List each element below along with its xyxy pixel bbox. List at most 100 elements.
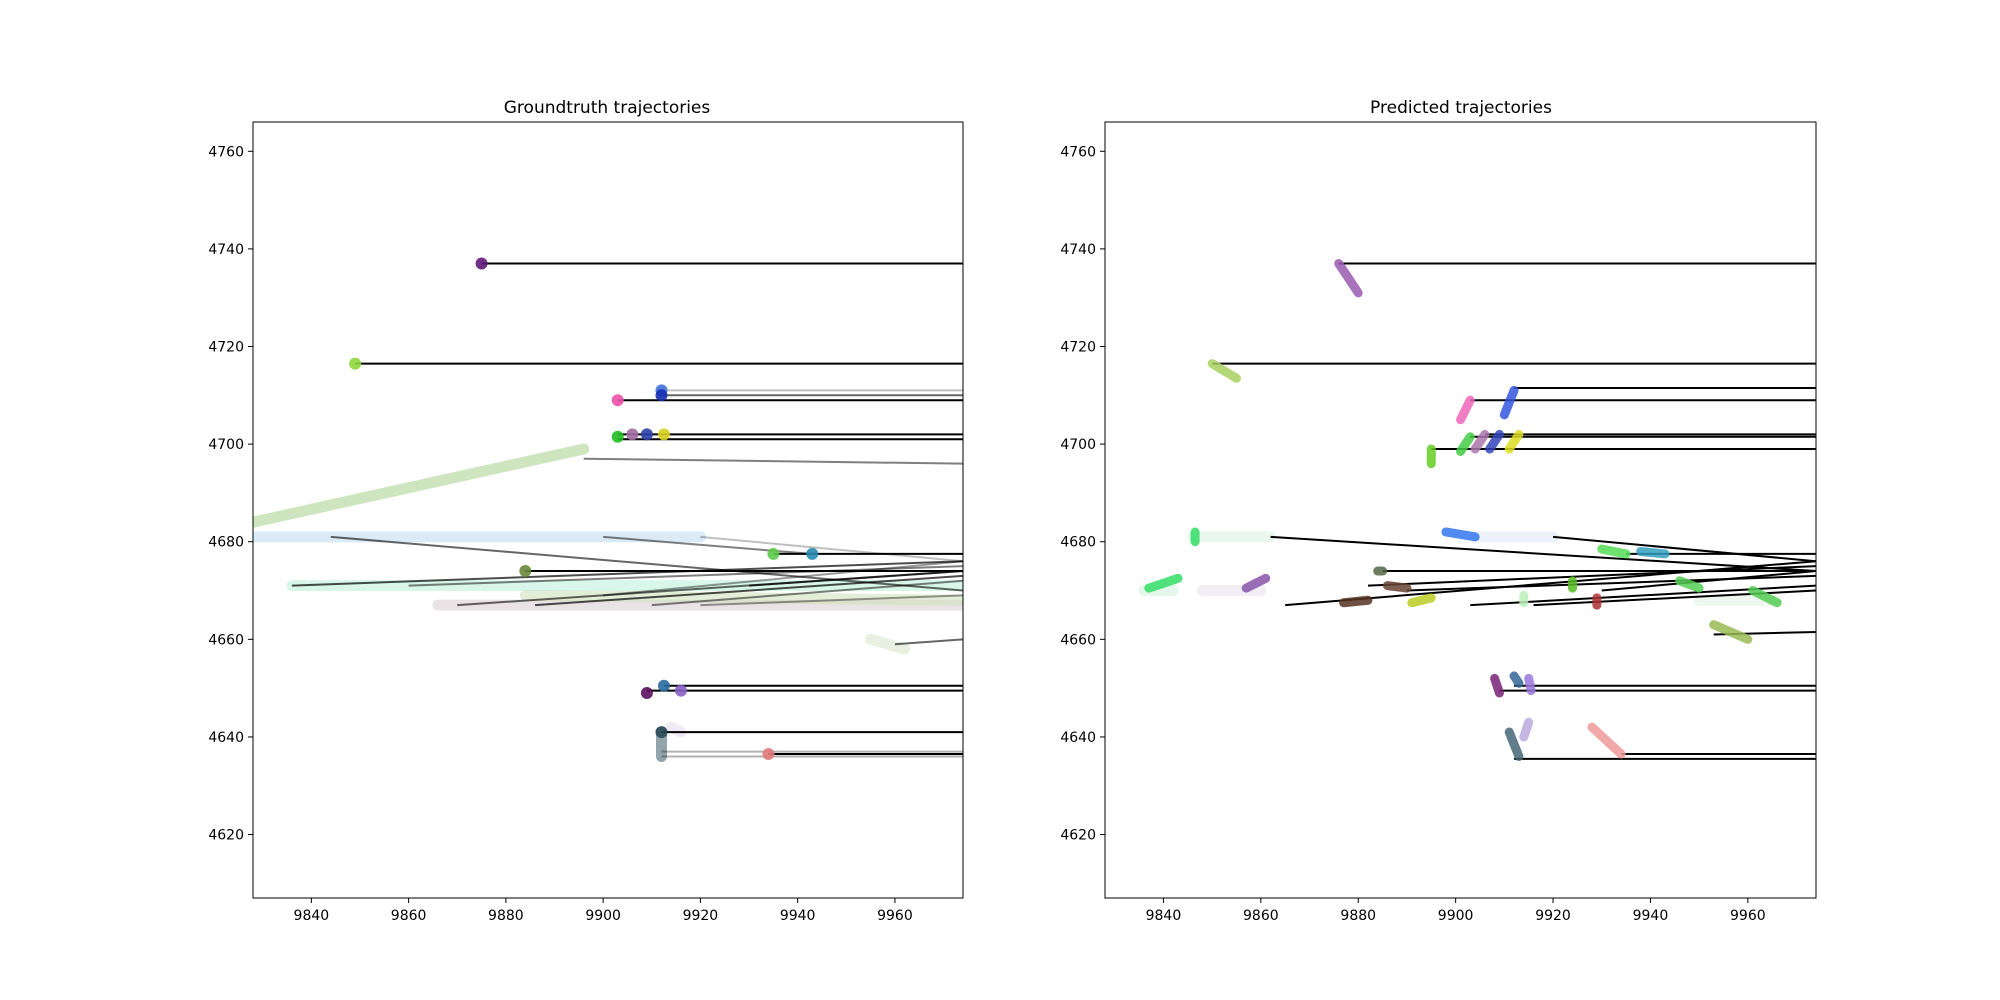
- pred-track-3: [1499, 385, 1519, 420]
- pred-segment-13: [1406, 574, 1816, 592]
- groundtruth-y-axis: 4620 4640 4660 4680 4700 4720 4740 4760: [208, 144, 253, 844]
- pred-segment-16: [1601, 570, 1816, 592]
- pred-xtick-label-2: 9880: [1340, 908, 1376, 924]
- gt-segment-10: [700, 535, 963, 563]
- predicted-plot-area: [1138, 259, 1816, 761]
- gt-ytick-label-0: 4620: [208, 828, 244, 844]
- gt-point-0: [475, 257, 488, 270]
- pred-ytick-label-1: 4640: [1060, 730, 1096, 746]
- pred-track-23: [1709, 620, 1753, 644]
- gt-point-7: [640, 428, 653, 441]
- pred-xtick-label-0: 9840: [1146, 908, 1182, 924]
- gt-point-8: [657, 428, 670, 441]
- predicted-title: Predicted trajectories: [1370, 98, 1552, 118]
- predicted-x-axis: 9840 9860 9880 9900 9920 9940 9960: [1146, 898, 1766, 924]
- gt-ytick-label-3: 4680: [208, 535, 244, 551]
- gt-xtick-label-5: 9940: [780, 908, 816, 924]
- pred-segment-7: [1270, 535, 1816, 573]
- predicted-y-axis: 4620 4640 4660 4680 4700 4720 4740 4760: [1060, 144, 1105, 844]
- gt-marks: [253, 257, 963, 762]
- predicted-axes-frame: [1104, 121, 1817, 899]
- pred-track-11: [1597, 544, 1631, 559]
- gt-segment-21: [894, 638, 963, 646]
- pred-track-6: [1470, 429, 1490, 454]
- pred-segment-15: [1533, 589, 1816, 607]
- pred-xtick-label-1: 9860: [1243, 908, 1279, 924]
- gt-trail-0: [253, 443, 590, 528]
- pred-ytick-label-5: 4720: [1060, 340, 1096, 356]
- pred-segment-8: [1552, 535, 1816, 563]
- groundtruth-title: Groundtruth trajectories: [504, 98, 711, 118]
- groundtruth-plot-area: [253, 257, 963, 762]
- gt-point-4: [655, 389, 668, 402]
- pred-track-14: [1241, 573, 1271, 593]
- pred-ytick-label-6: 4740: [1060, 242, 1096, 258]
- gt-segment-18: [651, 579, 963, 607]
- gt-xtick-label-6: 9960: [877, 908, 913, 924]
- pred-track-0: [1334, 259, 1363, 298]
- gt-point-15: [762, 748, 775, 761]
- pred-track-26: [1509, 671, 1524, 688]
- gt-xtick-label-2: 9880: [488, 908, 524, 924]
- pred-track-8: [1504, 429, 1524, 454]
- gt-trail-5: [865, 633, 911, 655]
- gt-point-14: [674, 684, 687, 697]
- gt-segment-11: [330, 535, 963, 592]
- pred-ytick-label-3: 4680: [1060, 535, 1096, 551]
- gt-point-5: [611, 430, 624, 443]
- pred-track-16: [1339, 595, 1373, 608]
- pred-track-21: [1675, 576, 1704, 593]
- gt-ytick-label-7: 4760: [208, 144, 244, 160]
- gt-point-2: [611, 394, 624, 407]
- pred-track-22: [1748, 586, 1782, 608]
- pred-ytick-label-4: 4700: [1060, 437, 1096, 453]
- pred-xtick-label-3: 9900: [1438, 908, 1474, 924]
- groundtruth-x-axis: 9840 9860 9880 9900 9920 9940 9960: [294, 898, 913, 924]
- gt-segment-17: [603, 560, 963, 597]
- gt-point-1: [349, 357, 362, 370]
- pred-track-7: [1485, 429, 1504, 454]
- pred-track-25: [1490, 673, 1504, 698]
- groundtruth-panel: Groundtruth trajectories 9840 9860 9880 990…: [208, 98, 964, 924]
- pred-track-29: [1519, 717, 1534, 742]
- gt-point-6: [626, 428, 639, 441]
- gt-ytick-label-1: 4640: [208, 730, 244, 746]
- gt-segment-14: [408, 565, 963, 587]
- gt-point-9: [519, 565, 532, 578]
- gt-point-11: [806, 547, 819, 560]
- gt-ytick-label-2: 4660: [208, 632, 244, 648]
- pred-track-13: [1144, 573, 1183, 593]
- pred-track-30: [1587, 722, 1626, 759]
- pred-xtick-label-6: 9960: [1730, 908, 1766, 924]
- gt-point-13: [640, 687, 653, 700]
- predicted-panel: Predicted trajectories 9840 9860 9880 9900 9…: [1060, 98, 1817, 924]
- pred-xtick-label-5: 9940: [1633, 908, 1669, 924]
- pred-track-2: [1456, 395, 1475, 425]
- gt-ytick-label-4: 4700: [208, 437, 244, 453]
- gt-segment-16: [534, 574, 963, 607]
- gt-segment-20: [700, 594, 963, 607]
- gt-ytick-label-6: 4740: [208, 242, 244, 258]
- pred-track-1: [1207, 359, 1241, 383]
- gt-point-10: [767, 547, 780, 560]
- pred-track-27: [1524, 673, 1536, 696]
- gt-segment-7: [583, 457, 963, 465]
- gt-ytick-label-5: 4720: [208, 340, 244, 356]
- gt-xtick-label-0: 9840: [294, 908, 330, 924]
- gt-point-12: [657, 679, 670, 692]
- pred-segment-12: [1285, 560, 1816, 607]
- pred-segment-11: [1367, 565, 1816, 587]
- gt-point-16: [655, 726, 668, 739]
- pred-track-17: [1382, 581, 1412, 593]
- pred-track-5: [1456, 432, 1475, 456]
- pred-track-28: [1504, 727, 1524, 761]
- pred-ytick-label-7: 4760: [1060, 144, 1096, 160]
- gt-segment-13: [291, 560, 963, 587]
- gt-segment-19: [748, 570, 963, 587]
- pred-ytick-label-2: 4660: [1060, 632, 1096, 648]
- gt-xtick-label-4: 9920: [683, 908, 719, 924]
- pred-ytick-label-0: 4620: [1060, 828, 1096, 844]
- gt-xtick-label-3: 9900: [585, 908, 621, 924]
